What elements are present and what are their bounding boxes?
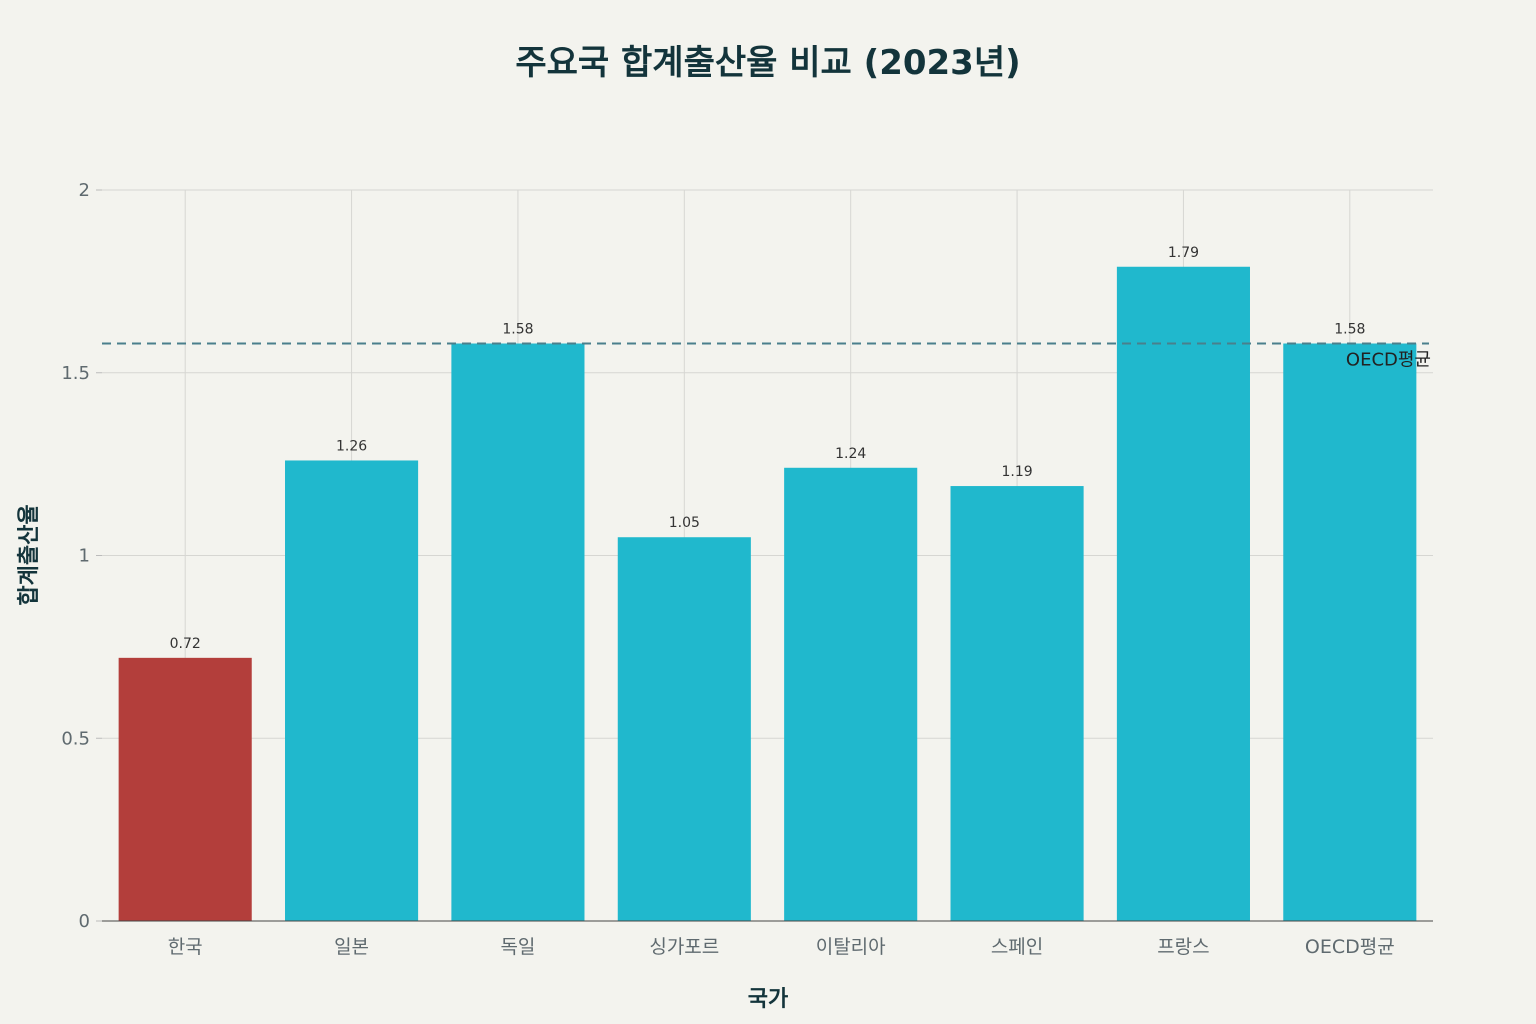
x-tick-label: OECD평균 [1305, 936, 1395, 958]
x-tick-label: 프랑스 [1157, 936, 1209, 958]
bar-value-label: 1.19 [1001, 464, 1032, 480]
bar-value-label: 0.72 [170, 636, 201, 652]
y-tick-label: 0.5 [61, 728, 90, 749]
bar [950, 486, 1084, 921]
reference-line-label: OECD평균 [1346, 350, 1431, 371]
y-tick-label: 1 [79, 546, 90, 567]
reference-layer: OECD평균 [102, 342, 1431, 371]
bar [451, 343, 585, 921]
bar [617, 537, 751, 921]
bar-value-label: 1.58 [502, 322, 533, 338]
y-axis-title: 합계출산율 [16, 504, 42, 605]
x-tick-label: 스페인 [991, 936, 1043, 958]
bar-value-label: 1.58 [1334, 322, 1365, 338]
bar [784, 467, 918, 921]
bar [1283, 343, 1417, 921]
bar-value-label: 1.05 [669, 515, 700, 531]
chart-title: 주요국 합계출산율 비교 (2023년) [515, 43, 1020, 83]
label-layer: 0 0.5 1 1.5 2 0.72 한국 1.26 일본 1.58 독일 1.05 싱가포르 1.24 이… [61, 180, 1394, 958]
x-tick-label: 이탈리아 [816, 936, 886, 958]
bar-value-label: 1.24 [835, 446, 866, 462]
bar-layer [102, 266, 1433, 922]
x-tick-label: 한국 [168, 936, 203, 958]
bar [285, 460, 419, 921]
x-tick-label: 독일 [500, 936, 535, 958]
y-tick-label: 1.5 [61, 363, 90, 384]
bar [118, 657, 252, 921]
bar-value-label: 1.26 [336, 438, 367, 454]
x-tick-label: 일본 [334, 936, 369, 958]
y-tick-label: 2 [79, 180, 90, 201]
bar [1116, 266, 1250, 921]
bar-value-label: 1.79 [1168, 245, 1199, 261]
x-tick-label: 싱가포르 [649, 936, 719, 958]
x-axis-title: 국가 [748, 987, 788, 1012]
y-tick-label: 0 [79, 911, 90, 932]
